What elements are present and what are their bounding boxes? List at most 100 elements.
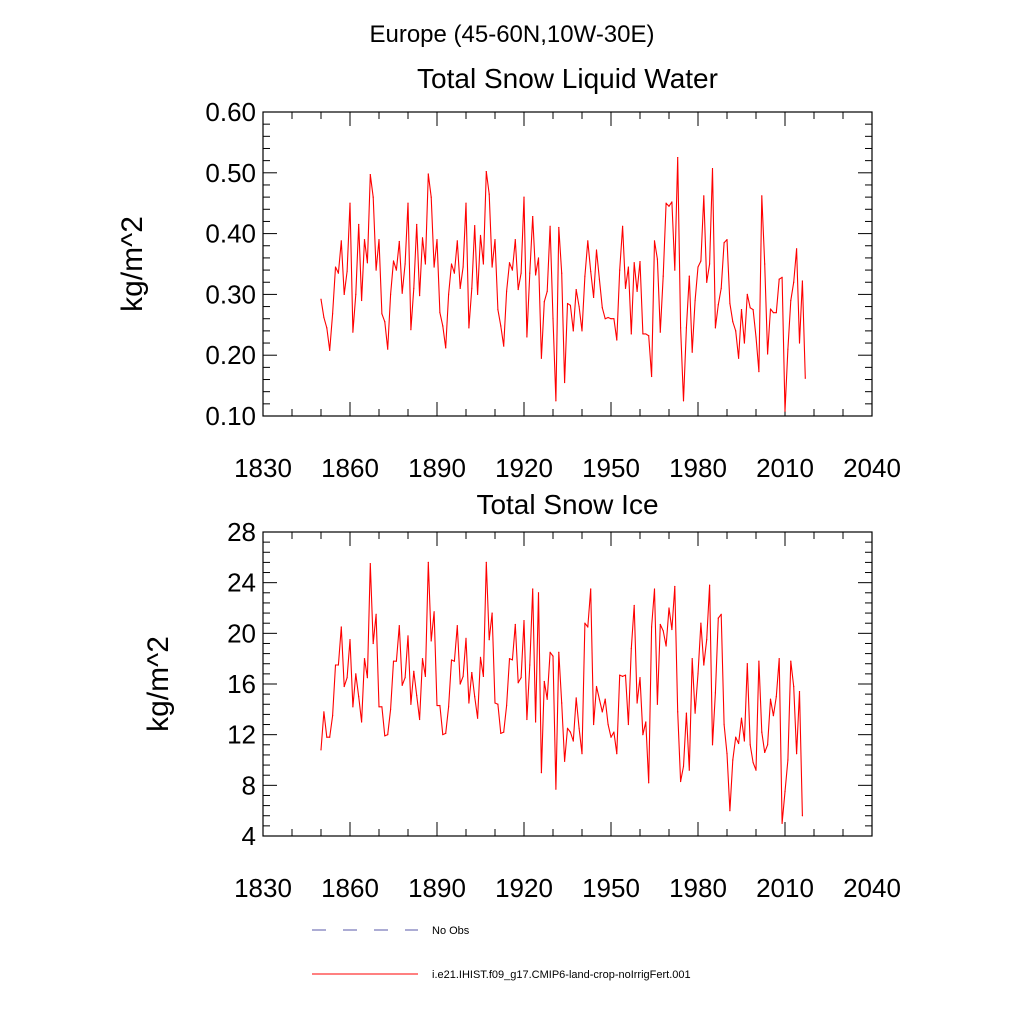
data-point [653,588,656,590]
data-point [598,278,601,280]
data-point [511,269,513,271]
data-point [624,287,627,289]
data-point [680,327,682,329]
data-point [564,381,566,384]
data-point [453,272,455,274]
data-point [787,759,789,761]
data-point [662,275,664,277]
data-point [671,628,673,631]
x-tick-label: 1920 [495,873,553,903]
data-point [723,723,725,726]
data-point [801,280,804,282]
data-point [793,685,795,688]
data-point [703,664,705,666]
data-point [796,248,798,250]
data-point [369,174,371,176]
data-point [497,703,499,705]
data-point [506,704,508,707]
data-point [700,622,702,624]
plot-title: Total Snow Ice [476,489,658,520]
data-point [459,683,461,685]
data-point [790,299,792,302]
legend: No Obs i.e21.IHIST.f09_g17.CMIP6-land-cro… [312,925,691,981]
data-point [729,810,731,812]
data-point [772,715,775,717]
series-line [320,157,806,412]
data-point [601,711,603,713]
data-point [332,715,334,717]
data-point [491,266,493,268]
data-point [796,753,798,755]
y-tick-label: 16 [227,669,256,699]
data-point [775,696,777,698]
data-point [482,263,484,265]
data-point [645,721,647,723]
data-point [555,400,557,402]
data-point [508,262,511,264]
data-point [363,239,366,241]
data-point [439,312,441,314]
data-point [532,215,534,218]
y-tick-label: 0.10 [205,401,256,431]
data-point [593,723,595,726]
data-point [540,772,543,774]
figure-supertitle: Europe (45-60N,10W-30E) [369,21,654,48]
data-point [442,325,444,327]
data-point [758,660,760,662]
data-point [337,272,339,274]
data-point [706,281,708,283]
data-point [352,706,354,708]
data-point [349,202,351,204]
x-tick-label: 1890 [408,873,466,903]
y-tick-label: 0.60 [205,97,256,127]
data-point [485,170,487,173]
data-point [427,561,429,564]
data-point [343,685,345,688]
data-point [749,307,751,309]
data-point [610,736,612,738]
data-point [343,293,345,295]
data-point [674,585,676,588]
data-point [450,263,453,265]
data-point [584,275,586,277]
data-point [363,658,366,660]
y-tick-label: 0.30 [205,279,256,309]
data-point [590,270,592,272]
data-point [610,318,612,320]
data-point [717,617,719,619]
data-point [468,327,470,329]
data-point [662,630,664,632]
data-point [764,751,766,754]
data-point [691,658,693,660]
data-point [653,240,656,242]
data-point [740,309,743,311]
data-point [471,287,473,289]
data-point [735,330,737,332]
data-point [685,712,688,714]
data-point [401,684,403,686]
x-tick-label: 1860 [321,453,379,483]
x-tick-label: 2010 [756,453,814,483]
data-point [711,744,714,746]
data-point [622,675,624,678]
data-point [494,702,496,704]
data-point [569,731,572,733]
data-point [749,744,751,746]
data-point [474,696,476,698]
data-point [598,698,601,700]
data-point [804,377,806,379]
data-point [532,588,534,590]
series-points [320,157,806,412]
data-point [740,717,743,719]
data-point [334,266,337,268]
data-point [514,239,516,241]
data-point [361,299,363,302]
data-point [500,732,502,735]
x-tick-label: 1920 [495,453,553,483]
data-point [642,333,644,335]
data-point [578,727,580,729]
data-point [619,674,621,676]
data-point [398,625,400,627]
data-point [564,760,566,762]
data-point [758,371,760,373]
